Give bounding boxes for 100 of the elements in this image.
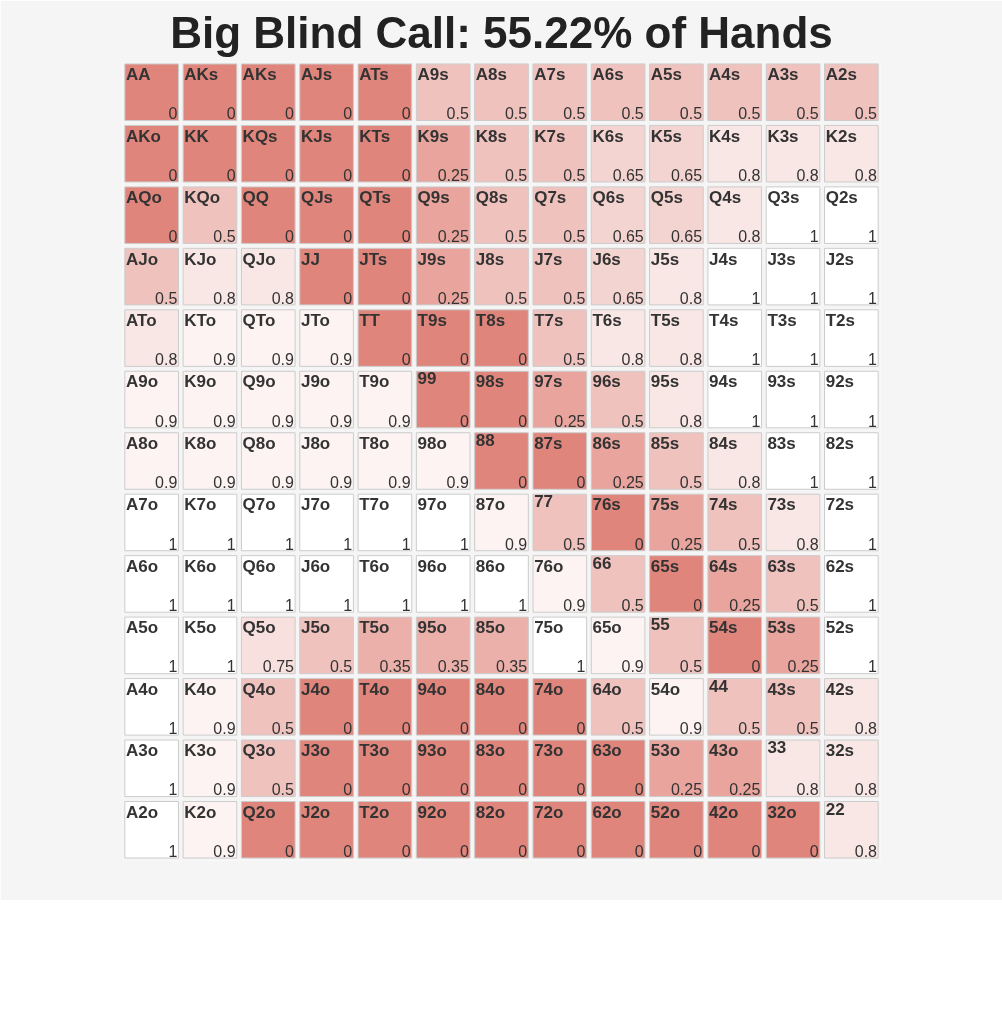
data-label: 0.9 xyxy=(213,412,236,430)
annotation: Q4s xyxy=(709,188,742,208)
annotation: Q2o xyxy=(242,802,276,822)
annotation: QQ xyxy=(242,188,270,208)
annotation: J5o xyxy=(300,618,331,638)
annotation: Q8o xyxy=(242,433,276,453)
annotation: 82o xyxy=(475,802,506,822)
annotation: T6o xyxy=(359,556,390,576)
data-label: 0.9 xyxy=(213,719,236,737)
annotation: QTo xyxy=(242,311,276,331)
annotation: KTo xyxy=(184,311,217,331)
annotation: 74s xyxy=(709,495,738,515)
data-label: 1 xyxy=(226,596,236,614)
data-label: 0.65 xyxy=(612,289,644,307)
annotation: A5o xyxy=(126,618,159,638)
data-label: 0.9 xyxy=(446,474,469,492)
data-label: 0 xyxy=(518,351,528,369)
data-label: 0.5 xyxy=(563,166,586,184)
annotation: 42s xyxy=(825,679,855,699)
data-label: 0.25 xyxy=(612,474,644,492)
data-label: 0 xyxy=(459,351,469,369)
data-label: 1 xyxy=(809,474,819,492)
annotation: 87s xyxy=(534,433,563,453)
data-label: 1 xyxy=(168,842,178,860)
data-label: 1 xyxy=(226,535,236,553)
data-label: 0.5 xyxy=(679,658,703,676)
annotation: J7o xyxy=(300,495,331,515)
annotation: Q4o xyxy=(242,679,276,699)
data-label: 0.9 xyxy=(329,412,353,430)
data-label: 0 xyxy=(343,289,353,307)
annotation: 95s xyxy=(650,372,680,392)
annotation: Q9s xyxy=(417,188,450,208)
data-label: 0.25 xyxy=(729,781,761,799)
data-label: 0.5 xyxy=(504,289,528,307)
data-label: 0 xyxy=(168,105,178,123)
data-label: 1 xyxy=(168,719,178,737)
annotation: T3o xyxy=(359,741,390,761)
data-label: 0.9 xyxy=(271,412,295,430)
data-label: 0 xyxy=(401,166,411,184)
data-label: 0.8 xyxy=(738,228,761,246)
data-label: 0 xyxy=(576,474,586,492)
data-label: 0.8 xyxy=(738,474,761,492)
annotation: AQo xyxy=(126,188,162,208)
annotation: 72o xyxy=(534,802,564,822)
data-label: 0.25 xyxy=(787,658,819,676)
annotation: 83s xyxy=(767,433,796,453)
annotation: A3s xyxy=(767,65,799,85)
annotation: K9o xyxy=(184,372,217,392)
annotation: AKs xyxy=(184,65,219,85)
annotation: 85s xyxy=(650,433,680,453)
annotation: Q5s xyxy=(650,188,683,208)
annotation: ATs xyxy=(359,65,389,85)
annotation: 87o xyxy=(475,495,506,515)
data-label: 0 xyxy=(459,842,469,860)
annotation: A7o xyxy=(126,495,159,515)
annotation: J6o xyxy=(300,556,331,576)
data-label: 0 xyxy=(693,596,703,614)
data-label: 0 xyxy=(576,719,586,737)
data-label: 0.5 xyxy=(796,719,819,737)
annotation: 54o xyxy=(650,679,681,699)
data-label: 0.8 xyxy=(796,535,819,553)
data-label: 1 xyxy=(576,658,586,676)
annotation: KK xyxy=(184,126,210,146)
data-label: 0.5 xyxy=(621,105,644,123)
annotation: 94s xyxy=(709,372,738,392)
annotation: Q6s xyxy=(592,188,625,208)
annotation: A7s xyxy=(534,65,566,85)
data-label: 0.8 xyxy=(854,166,878,184)
data-label: 0.9 xyxy=(155,412,178,430)
annotation: K5o xyxy=(184,618,217,638)
data-label: 0 xyxy=(518,719,528,737)
data-label: 0.5 xyxy=(563,105,586,123)
annotation: A5s xyxy=(650,65,682,85)
data-label: 0 xyxy=(518,474,528,492)
annotation: 92s xyxy=(825,372,855,392)
data-label: 0.5 xyxy=(563,535,586,553)
annotation: T8s xyxy=(475,311,506,331)
data-label: 1 xyxy=(751,289,761,307)
annotation: J8o xyxy=(300,433,331,453)
data-label: 1 xyxy=(168,535,178,553)
data-label: 1 xyxy=(868,289,878,307)
annotation: 66 xyxy=(592,553,612,573)
annotation: 53s xyxy=(767,618,796,638)
data-label: 0.9 xyxy=(388,412,411,430)
data-label: 0 xyxy=(401,842,411,860)
annotation: 63s xyxy=(767,556,796,576)
data-label: 0.5 xyxy=(563,351,586,369)
data-label: 0.9 xyxy=(679,719,703,737)
annotation: A9s xyxy=(417,65,449,85)
data-label: 0.25 xyxy=(554,412,586,430)
data-label: 0.65 xyxy=(670,228,703,246)
annotation: T9o xyxy=(359,372,390,392)
data-label: 0.8 xyxy=(796,166,819,184)
data-label: 1 xyxy=(868,412,878,430)
annotation: 55 xyxy=(650,615,670,635)
annotation: A8o xyxy=(126,433,159,453)
annotation: T7s xyxy=(534,311,564,331)
annotation: A2o xyxy=(126,802,159,822)
data-label: 0.8 xyxy=(679,412,703,430)
annotation: J3o xyxy=(300,741,331,761)
